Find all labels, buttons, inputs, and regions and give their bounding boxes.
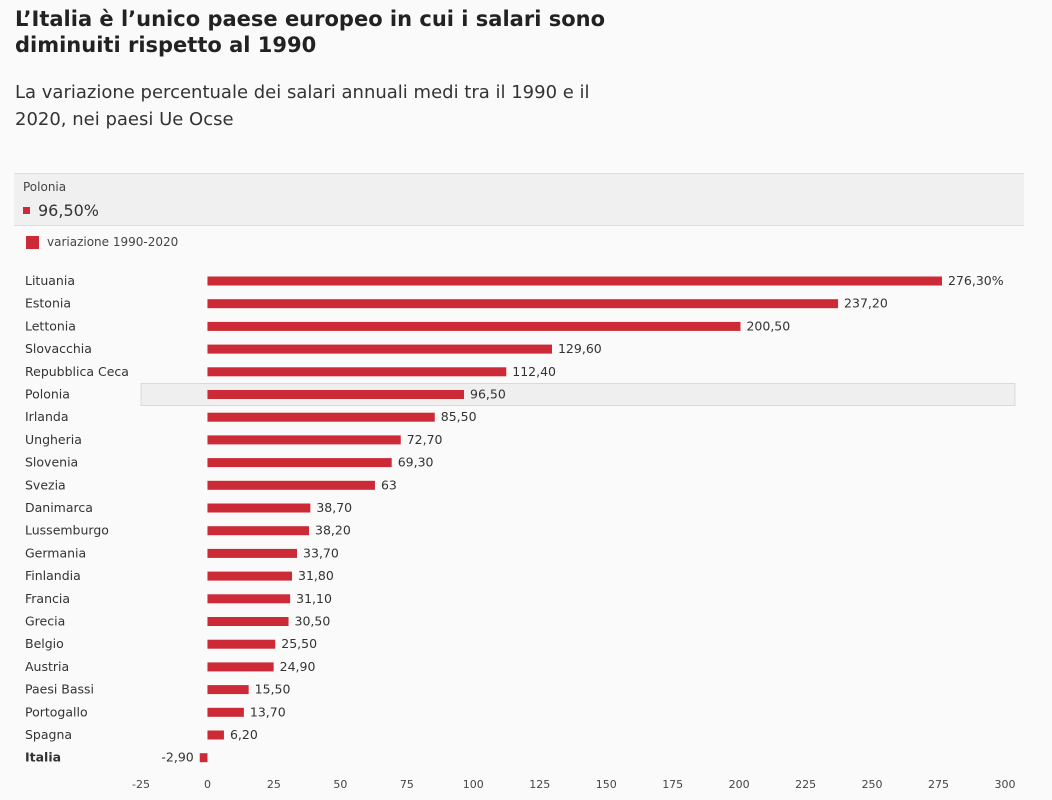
x-tick-label: 125 <box>529 778 550 791</box>
category-label-francia: Francia <box>25 591 70 606</box>
x-tick-label: 150 <box>596 778 617 791</box>
data-label-germania: 33,70 <box>303 545 339 560</box>
tooltip-category: Polonia <box>23 180 67 194</box>
category-label-italia: Italia <box>25 750 61 765</box>
bar-danimarca[interactable] <box>207 503 311 513</box>
category-label-svezia: Svezia <box>25 477 66 492</box>
category-label-spagna: Spagna <box>25 727 72 742</box>
bar-austria[interactable] <box>207 662 274 672</box>
legend: variazione 1990-2020 <box>26 234 178 250</box>
category-label-slovacchia: Slovacchia <box>25 341 92 356</box>
data-label-belgio: 25,50 <box>281 636 317 651</box>
data-label-ungheria: 72,70 <box>407 432 443 447</box>
category-label-austria: Austria <box>25 659 69 674</box>
category-label-estonia: Estonia <box>25 296 71 311</box>
bar-francia[interactable] <box>207 594 291 604</box>
bar-chart: Lituania 276,30% Estonia 237,20 Lettonia 200,… <box>25 273 1016 791</box>
bar-ungheria[interactable] <box>207 435 401 445</box>
bar-spagna[interactable] <box>207 730 224 740</box>
category-label-germania: Germania <box>25 545 86 560</box>
bar-slovenia[interactable] <box>207 458 392 468</box>
bar-finlandia[interactable] <box>207 571 293 581</box>
data-label-svezia: 63 <box>381 477 397 492</box>
tooltip-swatch <box>23 207 30 214</box>
data-label-repubblica-ceca: 112,40 <box>512 364 556 379</box>
category-label-irlanda: Irlanda <box>25 409 68 424</box>
bar-portogallo[interactable] <box>207 707 244 717</box>
highlight-row <box>140 383 1016 406</box>
data-label-finlandia: 31,80 <box>298 568 334 583</box>
tooltip-value: 96,50% <box>38 201 100 220</box>
data-label-polonia: 96,50 <box>470 387 506 402</box>
x-tick-label: 25 <box>267 778 281 791</box>
legend-label: variazione 1990-2020 <box>47 235 179 249</box>
chart-title: L’Italia è l’unico paese europeo in cui … <box>15 7 606 57</box>
bar-grecia[interactable] <box>207 617 289 626</box>
x-tick-label: 250 <box>862 778 883 791</box>
bar-germania[interactable] <box>207 548 298 558</box>
category-label-ungheria: Ungheria <box>25 432 82 447</box>
bar-lettonia[interactable] <box>207 321 741 331</box>
bar-paesi-bassi[interactable] <box>207 685 249 695</box>
data-label-paesi-bassi: 15,50 <box>255 682 291 697</box>
data-label-estonia: 237,20 <box>844 296 888 311</box>
data-label-lettonia: 200,50 <box>746 318 790 333</box>
x-tick-label: 300 <box>995 778 1016 791</box>
data-label-danimarca: 38,70 <box>316 500 352 515</box>
category-label-portogallo: Portogallo <box>25 704 88 719</box>
bar-svezia[interactable] <box>207 480 375 490</box>
bar-italia[interactable] <box>199 753 208 763</box>
bar-lituania[interactable] <box>207 276 942 286</box>
x-tick-label: 0 <box>204 778 211 791</box>
category-label-lituania: Lituania <box>25 273 75 288</box>
x-tick-label: 200 <box>729 778 750 791</box>
data-label-francia: 31,10 <box>296 591 332 606</box>
category-label-paesi-bassi: Paesi Bassi <box>25 682 94 697</box>
hover-tooltip: Polonia 96,50% <box>14 173 1024 226</box>
category-label-repubblica-ceca: Repubblica Ceca <box>25 364 129 379</box>
category-label-lettonia: Lettonia <box>25 318 76 333</box>
category-label-danimarca: Danimarca <box>25 500 93 515</box>
bar-polonia[interactable] <box>207 390 465 399</box>
x-tick-label: 100 <box>463 778 484 791</box>
category-label-slovenia: Slovenia <box>25 455 78 470</box>
bar-belgio[interactable] <box>207 639 276 649</box>
x-tick-label: 175 <box>662 778 683 791</box>
bar-estonia[interactable] <box>207 299 839 309</box>
category-label-lussemburgo: Lussemburgo <box>25 523 109 538</box>
data-label-lituania: 276,30% <box>948 273 1004 288</box>
bar-lussemburgo[interactable] <box>207 526 310 536</box>
bar-slovacchia[interactable] <box>207 344 552 354</box>
x-tick-label: 50 <box>333 778 347 791</box>
x-tick-label: 225 <box>795 778 816 791</box>
x-tick-label: -25 <box>132 778 150 791</box>
legend-swatch <box>26 235 39 249</box>
data-label-spagna: 6,20 <box>230 727 258 742</box>
data-label-grecia: 30,50 <box>295 614 331 629</box>
data-label-slovacchia: 129,60 <box>558 341 602 356</box>
data-label-austria: 24,90 <box>280 659 316 674</box>
data-label-irlanda: 85,50 <box>441 409 477 424</box>
data-label-slovenia: 69,30 <box>398 455 434 470</box>
category-label-grecia: Grecia <box>25 614 65 629</box>
x-tick-label: 75 <box>400 778 414 791</box>
data-label-lussemburgo: 38,20 <box>315 523 351 538</box>
category-label-belgio: Belgio <box>25 636 64 651</box>
chart-subtitle: La variazione percentuale dei salari ann… <box>15 82 590 130</box>
x-tick-label: 275 <box>928 778 949 791</box>
category-label-polonia: Polonia <box>25 387 70 402</box>
bar-repubblica-ceca[interactable] <box>207 367 507 377</box>
data-label-portogallo: 13,70 <box>250 704 286 719</box>
bar-irlanda[interactable] <box>207 412 435 422</box>
category-label-finlandia: Finlandia <box>25 568 81 583</box>
data-label-italia: -2,90 <box>161 750 193 765</box>
